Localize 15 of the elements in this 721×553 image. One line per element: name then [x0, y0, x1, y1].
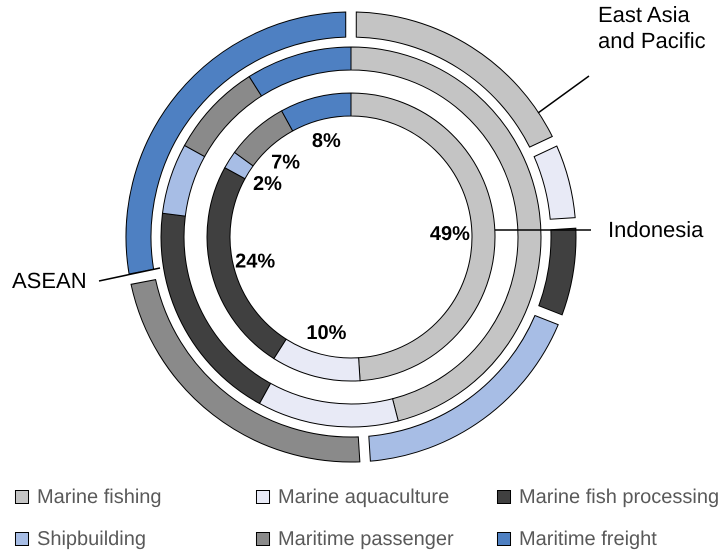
slice-label: East Asia and Pacific: [598, 2, 706, 53]
data-label: 24%: [235, 250, 276, 273]
legend-label: Marine aquaculture: [278, 486, 450, 508]
data-label: 49%: [430, 222, 470, 245]
legend-label: Marine fishing: [37, 486, 162, 508]
legend-label: Indonesia: [608, 217, 704, 242]
data-label: 2%: [252, 172, 282, 195]
legend-label: Maritime freight: [519, 528, 658, 550]
legend-label: Shipbuilding: [37, 528, 146, 550]
data-label: 10%: [306, 322, 347, 344]
legend-label: Maritime passenger: [278, 528, 454, 550]
data-label: 7%: [271, 152, 300, 174]
legend-label: Marine fish processing: [519, 486, 720, 508]
slice-label: ASEAN: [12, 268, 87, 293]
data-label: 8%: [312, 130, 342, 152]
